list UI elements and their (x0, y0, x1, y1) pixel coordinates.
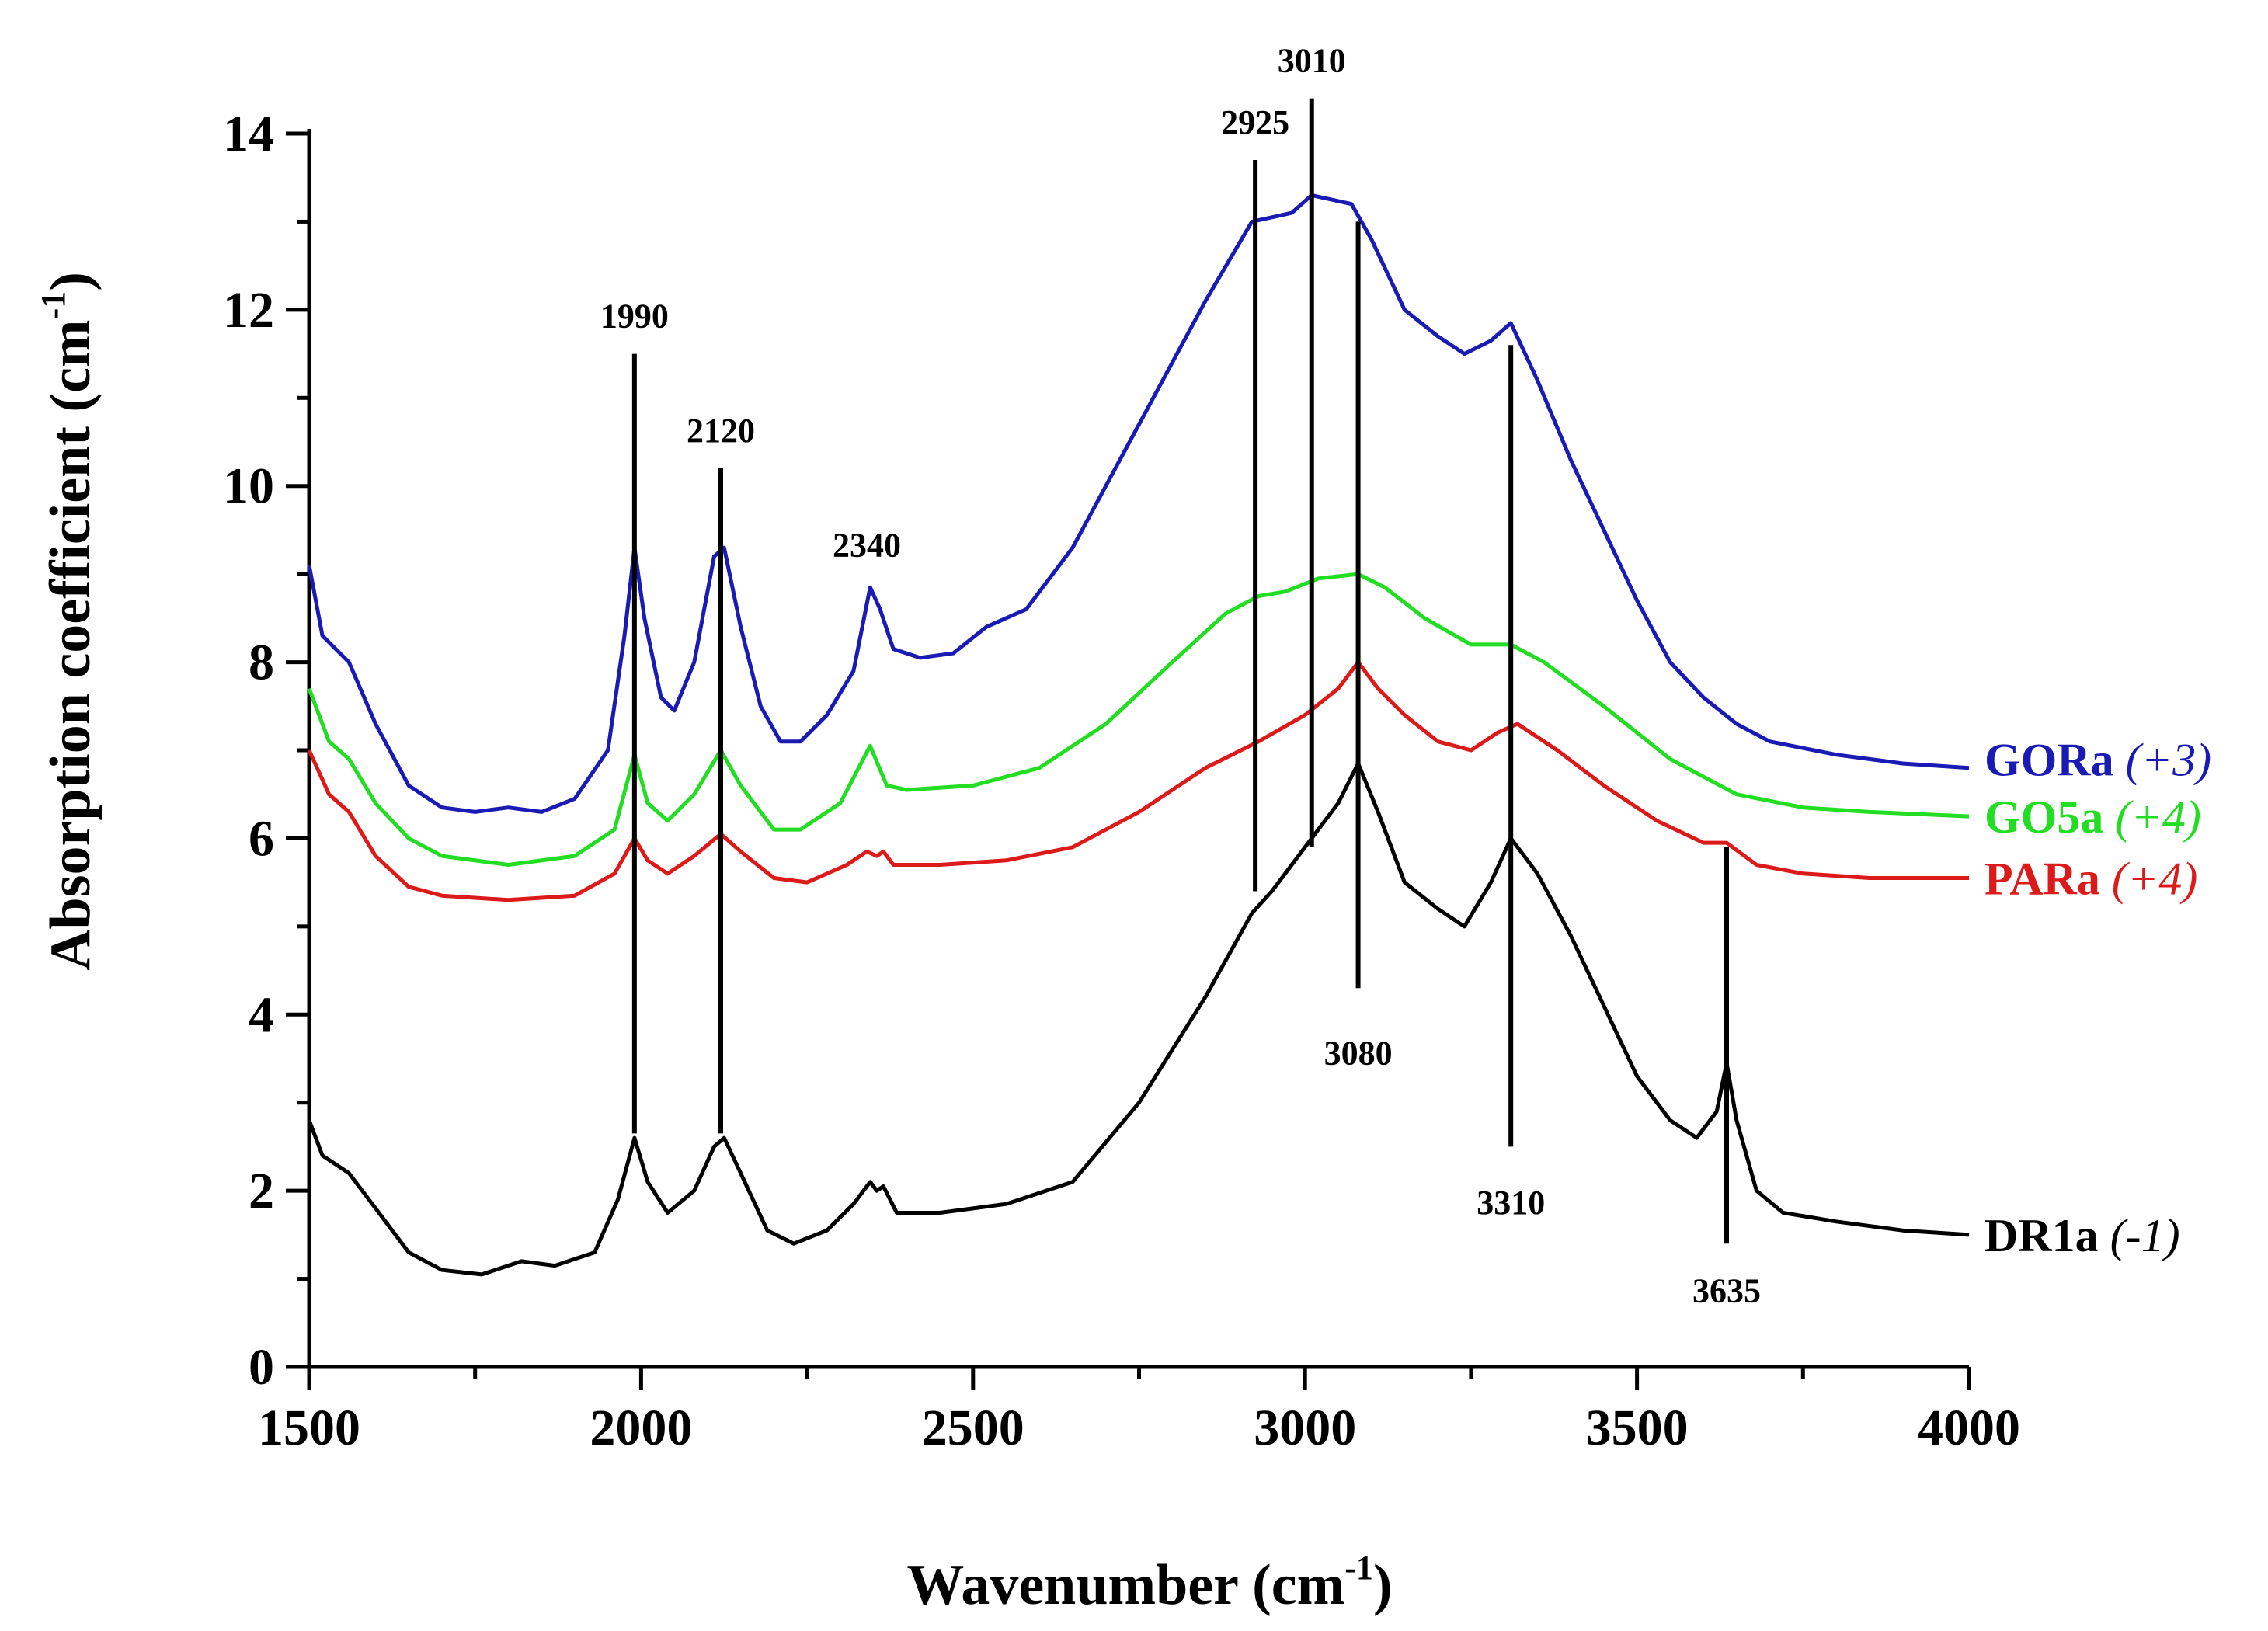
series-group (307, 193, 1970, 1277)
peak-label-2925: 2925 (1221, 103, 1289, 141)
y-tick-label: 14 (223, 106, 274, 162)
x-tick-label: 4000 (1918, 1400, 2020, 1456)
peak-label-3635: 3635 (1692, 1272, 1761, 1310)
y-tick-label: 6 (249, 810, 274, 867)
legend: GORa (+3)GO5a (+4)PARa (+4)DR1a (-1) (1984, 734, 2211, 1261)
peak-annotations: 1990 2120 2340 2925 3010 3080 3310 3635 (600, 42, 1761, 1310)
legend-offset: (-1) (2110, 1210, 2180, 1261)
series-line-dr1a (307, 761, 1970, 1277)
peak-label-2120: 2120 (687, 412, 755, 450)
x-axis-ticks: 1500 2000 2500 3000 3500 4000 (258, 1367, 2020, 1456)
legend-name: PARa (1984, 853, 2112, 904)
x-tick-label: 1500 (258, 1400, 360, 1456)
series-line-para (307, 660, 1969, 902)
series-line-gora (307, 193, 1970, 814)
y-tick-label: 4 (249, 986, 274, 1043)
y-axis-title-main: Absorption coefficient (39, 426, 103, 971)
legend-entry-go5a: GO5a (+4) (1984, 791, 2201, 843)
x-tick-label: 3500 (1586, 1400, 1689, 1456)
y-tick-label: 2 (249, 1163, 274, 1219)
y-axis-ticks: 0 2 4 6 8 10 12 14 (223, 106, 309, 1396)
legend-entry-dr1a: DR1a (-1) (1984, 1210, 2180, 1261)
peak-label-3080: 3080 (1324, 1034, 1393, 1072)
x-axis-title: Wavenumber (cm-1) (906, 1549, 1392, 1617)
y-tick-label: 12 (223, 282, 274, 339)
legend-name: DR1a (1984, 1210, 2110, 1261)
y-axis-title: Absorption coefficient (cm-1) (34, 272, 103, 971)
x-tick-label: 3000 (1254, 1400, 1356, 1456)
y-tick-label: 0 (249, 1339, 274, 1396)
legend-name: GORa (1984, 734, 2126, 785)
peak-label-3010: 3010 (1278, 42, 1346, 80)
x-axis-title-sup: -1 (1344, 1549, 1373, 1587)
x-axis-title-unit: (cm (1252, 1553, 1344, 1617)
x-axis-title-close: ) (1373, 1553, 1393, 1617)
peak-label-1990: 1990 (600, 297, 669, 336)
y-axis-title-sup: -1 (34, 291, 72, 320)
legend-offset: (+4) (2115, 791, 2200, 843)
legend-offset: (+4) (2112, 853, 2197, 904)
y-axis-title-close: ) (39, 272, 103, 291)
peak-label-2340: 2340 (833, 526, 901, 564)
legend-entry-para: PARa (+4) (1984, 853, 2197, 904)
plot-area: 1500 2000 2500 3000 3500 4000 0 2 4 6 8 10 12 14 199… (223, 42, 2211, 1456)
x-tick-label: 2500 (922, 1400, 1024, 1456)
series-line-go5a (307, 572, 1970, 867)
legend-entry-gora: GORa (+3) (1984, 734, 2211, 785)
legend-name: GO5a (1984, 791, 2115, 843)
peak-label-3310: 3310 (1477, 1184, 1545, 1222)
y-axis-title-unit: (cm (39, 319, 103, 412)
x-tick-label: 2000 (590, 1400, 692, 1456)
y-tick-label: 8 (249, 635, 274, 691)
x-axis-title-main: Wavenumber (906, 1553, 1238, 1617)
y-tick-label: 10 (223, 458, 274, 515)
legend-offset: (+3) (2126, 734, 2211, 785)
